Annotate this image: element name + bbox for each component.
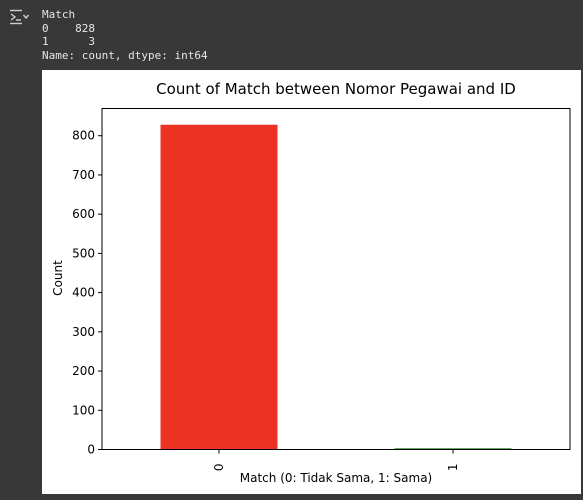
y-tick-label: 200 [72,364,95,378]
chart-image: Count of Match between Nomor Pegawai and… [42,70,581,494]
bar-chart: Count of Match between Nomor Pegawai and… [51,80,571,485]
x-axis-label: Match (0: Tidak Sama, 1: Sama) [240,471,432,485]
y-tick-label: 600 [72,207,95,221]
x-tick-label: 1 [446,464,460,472]
y-tick-label: 700 [72,168,95,182]
chart-title: Count of Match between Nomor Pegawai and… [156,80,516,98]
output-toggle-icon[interactable] [8,8,30,26]
y-axis-label: Count [51,260,65,296]
console-line: Name: count, dtype: int64 [42,48,208,62]
bars [160,124,512,450]
x-tick-label: 0 [212,464,226,472]
y-tick-label: 800 [72,129,95,143]
bar-1 [394,448,512,450]
console-line: Match [42,8,76,21]
y-tick-label: 0 [87,443,95,457]
y-tick-label: 500 [72,246,95,260]
y-axis: 0 100 200 300 400 500 600 700 800 [72,129,102,457]
console-line: 0 828 [42,21,95,35]
console-output: Match 0 828 1 3 Name: count, dtype: int64 [42,8,208,62]
plot-area-frame [101,108,571,450]
bar-0 [160,124,278,450]
y-tick-label: 100 [72,403,95,417]
y-tick-label: 300 [72,325,95,339]
console-line: 1 3 [42,35,95,48]
y-tick-label: 400 [72,286,95,300]
